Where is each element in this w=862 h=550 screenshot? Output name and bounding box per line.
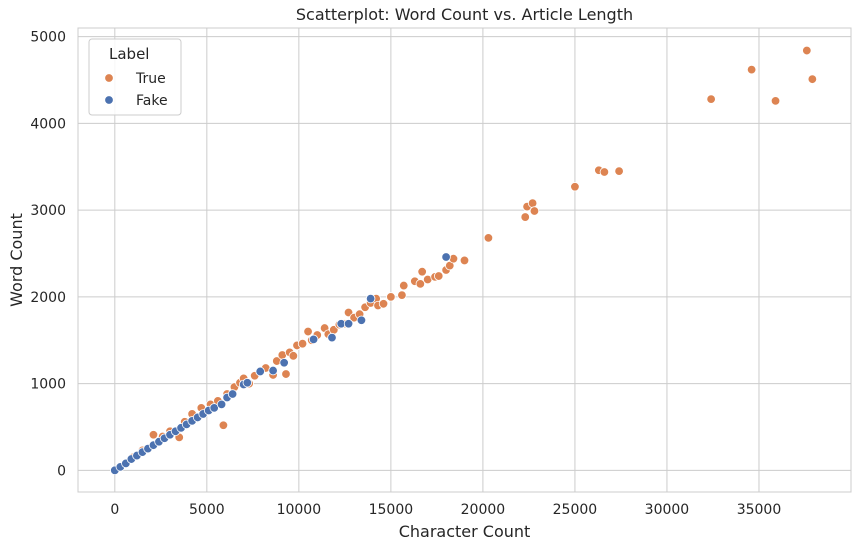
point-fake — [356, 315, 367, 325]
point-true — [529, 206, 540, 216]
point-true — [386, 292, 396, 302]
legend: Label True Fake — [88, 38, 182, 116]
point-true — [807, 74, 818, 84]
legend-items: True Fake — [104, 71, 168, 109]
point-fake — [242, 378, 253, 388]
point-true — [397, 290, 407, 300]
point-true — [570, 182, 580, 192]
x-tick-label: 10000 — [277, 502, 322, 518]
y-axis-label: Word Count — [7, 213, 26, 307]
point-fake — [268, 365, 278, 376]
y-tick-label: 0 — [57, 463, 66, 479]
y-tick-label: 5000 — [30, 30, 66, 46]
point-fake — [308, 334, 319, 345]
legend-marker-fake — [104, 95, 114, 105]
point-fake — [327, 332, 337, 343]
point-fake — [343, 319, 354, 329]
point-fake — [216, 399, 227, 410]
point-fake — [441, 252, 451, 262]
y-tick-label: 2000 — [30, 290, 66, 306]
legend-title: Label — [109, 45, 149, 63]
point-fake — [279, 358, 289, 368]
point-true — [148, 430, 159, 440]
point-true — [599, 167, 610, 177]
point-true — [378, 299, 389, 309]
point-true — [802, 45, 812, 56]
legend-label-fake: Fake — [136, 93, 168, 109]
point-true — [281, 369, 291, 379]
legend-label-true: True — [135, 71, 166, 87]
x-tick-label: 25000 — [553, 502, 598, 518]
point-true — [770, 96, 781, 106]
x-tick-label: 0 — [110, 502, 119, 518]
point-fake — [255, 366, 265, 377]
point-true — [614, 166, 624, 176]
point-true — [297, 338, 308, 349]
legend-marker-true — [104, 73, 114, 83]
point-fake — [365, 293, 376, 304]
point-true — [415, 279, 426, 289]
point-true — [527, 198, 538, 208]
point-true — [706, 94, 716, 104]
point-true — [218, 420, 229, 430]
y-tick-label: 4000 — [30, 116, 66, 132]
point-true — [459, 255, 470, 266]
point-true — [303, 326, 313, 337]
legend-box — [88, 38, 182, 116]
point-fake — [227, 389, 238, 399]
tick-labels: 0 5000 10000 15000 20000 25000 30000 35000 0 1000… — [30, 30, 781, 518]
point-true — [746, 64, 757, 75]
x-tick-label: 5000 — [189, 502, 225, 518]
point-true — [399, 280, 409, 291]
y-tick-label: 1000 — [30, 377, 66, 393]
point-true — [520, 212, 530, 222]
grid — [78, 28, 851, 492]
point-true — [434, 271, 444, 281]
data-points — [110, 45, 818, 476]
point-true — [288, 351, 299, 361]
x-tick-label: 15000 — [369, 502, 414, 518]
chart-title: Scatterplot: Word Count vs. Article Leng… — [296, 5, 633, 24]
x-tick-label: 30000 — [645, 502, 690, 518]
plot-frame — [77, 27, 852, 493]
point-true — [417, 267, 427, 277]
point-true — [483, 233, 494, 243]
x-tick-label: 35000 — [737, 502, 782, 518]
x-axis-label: Character Count — [399, 522, 531, 541]
x-tick-label: 20000 — [461, 502, 506, 518]
y-tick-label: 3000 — [30, 203, 66, 219]
